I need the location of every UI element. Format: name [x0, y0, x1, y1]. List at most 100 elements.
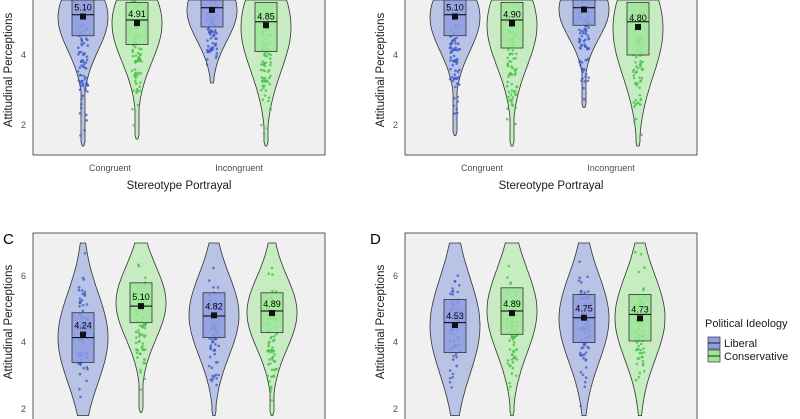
data-point — [207, 45, 210, 48]
data-point — [451, 376, 455, 379]
data-point — [137, 89, 141, 92]
data-point — [639, 342, 643, 346]
data-point — [639, 98, 642, 102]
data-point — [260, 76, 264, 79]
data-point — [80, 39, 84, 42]
data-point — [579, 32, 582, 35]
data-point — [137, 329, 140, 332]
data-point — [140, 325, 144, 328]
data-point — [138, 352, 142, 356]
mean-marker — [452, 322, 458, 329]
data-point — [207, 50, 211, 54]
data-point — [456, 57, 459, 61]
data-point — [578, 260, 581, 264]
data-point — [215, 37, 218, 40]
mean-label: 4.75 — [575, 304, 593, 314]
data-point — [83, 251, 87, 255]
data-point — [637, 270, 641, 274]
data-point — [587, 26, 590, 29]
data-point — [515, 374, 518, 378]
data-point — [207, 364, 211, 368]
data-point — [269, 362, 272, 365]
panel-label-d: D — [370, 231, 381, 248]
data-point — [210, 366, 214, 370]
data-point — [455, 355, 459, 359]
data-point — [261, 79, 264, 83]
data-point — [455, 36, 458, 40]
data-point — [267, 342, 271, 346]
data-point — [136, 74, 139, 77]
data-point — [209, 49, 213, 53]
data-point — [84, 61, 88, 64]
data-point — [639, 79, 643, 83]
data-point — [138, 59, 142, 63]
data-point — [261, 98, 265, 101]
data-point — [133, 79, 137, 83]
data-point — [83, 66, 87, 69]
violin — [486, 0, 538, 147]
data-point — [208, 355, 212, 359]
data-point — [580, 61, 584, 64]
data-point — [82, 74, 85, 78]
data-point — [635, 83, 638, 87]
data-point — [267, 99, 270, 103]
data-point — [578, 59, 582, 63]
x-axis-label: Stereotype Portrayal — [499, 180, 604, 192]
data-point — [132, 89, 135, 92]
data-point — [456, 95, 460, 99]
data-point — [262, 132, 266, 135]
y-tick-label: 4 — [21, 337, 26, 347]
data-point — [509, 385, 512, 389]
data-point — [635, 341, 639, 344]
data-point — [139, 388, 142, 392]
legend-item-conservative: Conservative — [724, 351, 788, 363]
data-point — [450, 42, 454, 45]
mean-marker — [269, 310, 275, 317]
data-point — [577, 28, 581, 32]
data-point — [632, 74, 636, 77]
data-point — [451, 47, 454, 51]
data-point — [85, 119, 88, 122]
x-tick-label: Incongruent — [587, 163, 635, 173]
data-point — [77, 79, 81, 82]
data-point — [581, 68, 585, 71]
data-point — [511, 49, 515, 52]
data-point — [269, 387, 273, 391]
data-point — [273, 335, 276, 338]
data-point — [586, 275, 589, 279]
data-point — [132, 124, 136, 127]
data-point — [584, 75, 587, 79]
data-point — [579, 29, 583, 33]
data-point — [639, 103, 642, 106]
data-point — [451, 63, 455, 67]
data-point — [454, 46, 457, 49]
data-point — [451, 372, 455, 376]
data-point — [81, 82, 85, 86]
data-point — [453, 279, 457, 283]
mean-label: 4.89 — [263, 299, 281, 309]
data-point — [134, 341, 138, 345]
data-point — [508, 98, 511, 102]
data-point — [505, 117, 509, 121]
data-point — [131, 54, 135, 58]
data-point — [510, 336, 513, 339]
data-point — [79, 84, 83, 88]
data-point — [79, 301, 82, 305]
data-point — [586, 290, 590, 293]
panel-label-c: C — [3, 231, 14, 248]
data-point — [131, 50, 135, 54]
data-point — [587, 346, 590, 350]
mean-marker — [138, 303, 144, 310]
violin — [111, 0, 163, 140]
data-point — [135, 348, 138, 351]
data-point — [142, 361, 146, 365]
data-point — [268, 340, 271, 344]
data-point — [271, 289, 274, 293]
data-point — [263, 69, 267, 73]
data-point — [80, 97, 83, 101]
data-point — [511, 353, 514, 356]
data-point — [505, 84, 509, 88]
data-point — [130, 69, 134, 73]
data-point — [634, 61, 637, 64]
data-point — [452, 104, 456, 108]
